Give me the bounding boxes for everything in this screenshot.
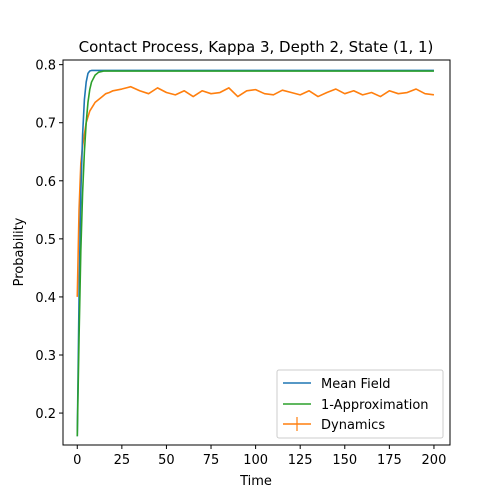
x-tick-label: 175 [377,453,402,468]
x-tick-label: 25 [114,453,131,468]
x-tick-label: 0 [73,453,81,468]
x-tick-label: 50 [158,453,175,468]
y-tick-label: 0.7 [35,117,56,132]
series-line-dynamics [76,85,435,297]
x-tick-label: 150 [332,453,357,468]
legend-box [276,369,444,439]
x-tick-label: 200 [422,453,447,468]
legend-label-1-approximation: 1-Approximation [321,398,429,413]
x-axis-label: Time [239,474,272,489]
y-tick-label: 0.4 [35,291,56,306]
chart-title: Contact Process, Kappa 3, Depth 2, State… [79,38,434,56]
series-layer [76,69,435,437]
x-tick-label: 125 [288,453,313,468]
y-tick-label: 0.8 [35,59,56,74]
ticks-layer: 0 25 50 75 100 125 150 175 200 0.2 0.3 0.4 0.5 0.6 0.7… [35,59,446,468]
series-line-1-approximation [76,70,434,437]
y-tick-label: 0.5 [35,233,56,248]
y-tick-label: 0.2 [35,407,56,422]
y-tick-label: 0.6 [35,175,56,190]
y-tick-label: 0.3 [35,349,56,364]
plot-frame [62,59,451,446]
x-tick-label: 100 [243,453,268,468]
legend-label-mean-field: Mean Field [321,377,391,392]
legend: Mean Field 1-Approximation Dynamics [276,369,444,439]
legend-label-dynamics: Dynamics [321,418,385,433]
y-axis-label: Probability [12,217,27,286]
x-tick-label: 75 [203,453,220,468]
